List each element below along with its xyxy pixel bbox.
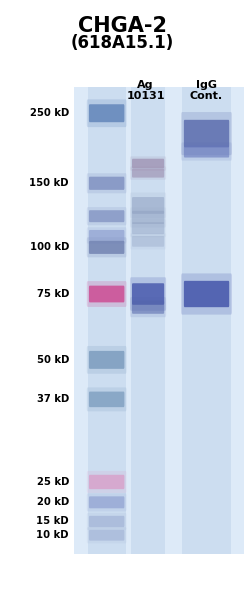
Text: 37 kD: 37 kD <box>37 394 69 404</box>
FancyBboxPatch shape <box>132 211 164 224</box>
Text: (618A15.1): (618A15.1) <box>71 34 174 52</box>
FancyBboxPatch shape <box>130 219 166 237</box>
FancyBboxPatch shape <box>89 530 124 541</box>
FancyBboxPatch shape <box>89 241 124 254</box>
FancyBboxPatch shape <box>89 286 124 302</box>
Text: 25 kD: 25 kD <box>37 477 69 487</box>
Text: CHGA-2: CHGA-2 <box>78 16 167 35</box>
Text: Ag
10131: Ag 10131 <box>126 80 165 101</box>
FancyBboxPatch shape <box>130 297 166 317</box>
FancyBboxPatch shape <box>89 392 124 407</box>
Bar <box>74 88 244 554</box>
FancyBboxPatch shape <box>87 100 126 127</box>
FancyBboxPatch shape <box>87 527 126 544</box>
FancyBboxPatch shape <box>130 193 166 218</box>
FancyBboxPatch shape <box>87 513 126 530</box>
FancyBboxPatch shape <box>87 493 126 511</box>
Bar <box>131 88 165 554</box>
FancyBboxPatch shape <box>87 237 126 257</box>
FancyBboxPatch shape <box>132 283 164 305</box>
FancyBboxPatch shape <box>89 351 124 369</box>
FancyBboxPatch shape <box>132 236 164 247</box>
Text: 20 kD: 20 kD <box>37 497 69 508</box>
FancyBboxPatch shape <box>132 169 164 178</box>
FancyBboxPatch shape <box>89 104 124 122</box>
FancyBboxPatch shape <box>89 496 124 508</box>
FancyBboxPatch shape <box>130 208 166 227</box>
Text: 100 kD: 100 kD <box>30 242 69 253</box>
FancyBboxPatch shape <box>89 210 124 222</box>
FancyBboxPatch shape <box>87 346 126 374</box>
Text: IgG
Cont.: IgG Cont. <box>190 80 223 101</box>
FancyBboxPatch shape <box>132 197 164 214</box>
FancyBboxPatch shape <box>130 166 166 180</box>
FancyBboxPatch shape <box>184 281 229 307</box>
FancyBboxPatch shape <box>87 227 126 244</box>
FancyBboxPatch shape <box>130 157 166 170</box>
FancyBboxPatch shape <box>87 471 126 493</box>
FancyBboxPatch shape <box>130 233 166 250</box>
Text: 250 kD: 250 kD <box>30 108 69 118</box>
FancyBboxPatch shape <box>184 120 229 148</box>
FancyBboxPatch shape <box>181 274 232 314</box>
FancyBboxPatch shape <box>87 207 126 225</box>
FancyBboxPatch shape <box>130 277 166 311</box>
FancyBboxPatch shape <box>132 301 164 314</box>
FancyBboxPatch shape <box>132 159 164 169</box>
FancyBboxPatch shape <box>87 281 126 307</box>
FancyBboxPatch shape <box>184 146 229 158</box>
Bar <box>182 88 231 554</box>
FancyBboxPatch shape <box>181 142 232 161</box>
FancyBboxPatch shape <box>87 173 126 193</box>
FancyBboxPatch shape <box>87 388 126 412</box>
FancyBboxPatch shape <box>89 475 124 489</box>
Text: 150 kD: 150 kD <box>29 178 69 188</box>
Text: 75 kD: 75 kD <box>37 289 69 299</box>
FancyBboxPatch shape <box>89 230 124 241</box>
FancyBboxPatch shape <box>89 516 124 527</box>
FancyBboxPatch shape <box>89 176 124 190</box>
FancyBboxPatch shape <box>132 222 164 234</box>
Text: 50 kD: 50 kD <box>37 355 69 365</box>
Text: 15 kD: 15 kD <box>36 517 69 526</box>
Text: 10 kD: 10 kD <box>37 530 69 540</box>
FancyBboxPatch shape <box>181 112 232 155</box>
Bar <box>88 88 125 554</box>
